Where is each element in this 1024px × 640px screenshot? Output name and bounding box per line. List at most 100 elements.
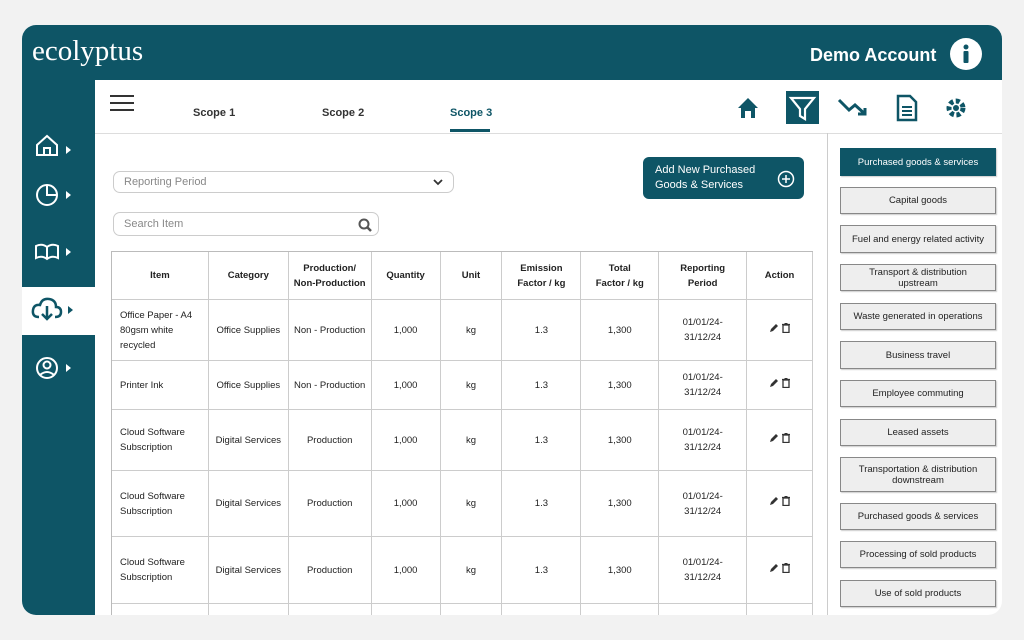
cell-text: 1.3 xyxy=(534,434,548,446)
header-cell: Item xyxy=(112,252,209,299)
account-name[interactable]: Demo Account xyxy=(810,45,937,65)
table-cell: Cloud Software Subscription xyxy=(112,537,209,603)
table-cell xyxy=(112,604,209,615)
tab-underline xyxy=(450,129,490,132)
action-icons[interactable] xyxy=(769,432,791,448)
header-cell: Total Factor / kg xyxy=(581,252,660,299)
cell-text: 1,000 xyxy=(393,498,418,509)
tab-active[interactable]: Scope 3 xyxy=(450,107,493,119)
table-cell: 1,000 xyxy=(372,361,441,409)
sidebar-icons[interactable] xyxy=(22,80,95,615)
add-button[interactable]: Add New Purchased Goods & Services xyxy=(643,157,804,199)
table-row: Cloud Software Subscription Digital Servi… xyxy=(112,471,813,537)
cell-text: 1.3 xyxy=(534,379,548,391)
header-cell: Unit xyxy=(441,252,503,299)
toolbar-icons[interactable] xyxy=(732,90,982,125)
cell-text: Digital Services xyxy=(215,564,282,576)
cell-text: 1,300 xyxy=(607,379,632,391)
table-cell xyxy=(659,604,748,615)
table-cell: 1.3 xyxy=(502,471,582,536)
cell-text: 01/01/24-31/12/24 xyxy=(682,372,723,398)
cell-text: Digital Services xyxy=(215,434,282,446)
category-button[interactable]: Leased assets xyxy=(840,419,996,446)
table-cell: Non - Production xyxy=(289,300,372,360)
table-cell: 01/01/24-31/12/24 xyxy=(659,537,748,603)
table-cell xyxy=(289,604,372,615)
table-cell: kg xyxy=(441,410,503,470)
search-placeholder: Search Item xyxy=(124,218,184,230)
cell-text: 1,000 xyxy=(393,434,418,446)
cell-text: 01/01/24-31/12/24 xyxy=(682,557,723,583)
table-cell: 01/01/24-31/12/24 xyxy=(659,471,748,536)
cell-text: Office Paper - A4 80gsm white recycled xyxy=(120,309,193,351)
dropdown-label: Reporting Period xyxy=(124,176,207,188)
cell-text: 1.3 xyxy=(534,564,548,576)
column-label: Quantity xyxy=(386,270,425,281)
table-cell: 1,300 xyxy=(581,300,660,360)
cell-text: Production xyxy=(306,434,353,446)
column-label: Action xyxy=(764,270,795,281)
table-cell: 01/01/24-31/12/24 xyxy=(659,361,748,409)
table-cell: 1,300 xyxy=(581,361,660,409)
cell-text: Cloud Software Subscription xyxy=(120,557,185,583)
logo: ecolyptus xyxy=(32,35,144,67)
search-field[interactable]: Search Item xyxy=(113,212,379,236)
table-cell: 01/01/24-31/12/24 xyxy=(659,410,748,470)
table-cell: 1,300 xyxy=(581,537,660,603)
table-cell: kg xyxy=(441,537,503,603)
header-cell: Emission Factor / kg xyxy=(502,252,582,299)
info-icon[interactable] xyxy=(950,38,982,70)
table-cell: 1,300 xyxy=(581,410,660,470)
table-row xyxy=(112,604,813,615)
cell-text: Non - Production xyxy=(294,324,366,336)
category-button[interactable]: Capital goods xyxy=(840,187,996,214)
table-cell: kg xyxy=(441,471,503,536)
cell-text: 1,300 xyxy=(607,564,632,576)
cell-text: Production xyxy=(306,564,353,576)
category-button[interactable]: Purchased goods & services xyxy=(840,503,996,530)
cell-text: 1,000 xyxy=(393,379,418,391)
action-icons[interactable] xyxy=(769,322,791,338)
table-row: Cloud Software Subscription Digital Servi… xyxy=(112,410,813,471)
table-cell: Digital Services xyxy=(209,537,289,603)
tab[interactable]: Scope 2 xyxy=(322,107,365,119)
category-button[interactable]: Processing of sold products xyxy=(840,541,996,568)
action-icons[interactable] xyxy=(769,377,791,393)
category-button[interactable]: Fuel and energy related activity xyxy=(840,225,996,253)
category-button[interactable]: Transportation & distribution downstream xyxy=(840,457,996,492)
cell-text: 01/01/24-31/12/24 xyxy=(682,427,723,453)
category-button[interactable]: Business travel xyxy=(840,341,996,369)
table-row: Cloud Software Subscription Digital Servi… xyxy=(112,537,813,604)
table-cell xyxy=(747,361,813,409)
menu-icon[interactable] xyxy=(110,95,136,113)
action-icons[interactable] xyxy=(769,495,791,511)
cell-text: 1,000 xyxy=(393,324,418,336)
table-cell: Cloud Software Subscription xyxy=(112,471,209,536)
cell-text: kg xyxy=(465,434,477,446)
column-label: Production/ Non-Production xyxy=(293,262,366,289)
column-label: Emission Factor / kg xyxy=(517,262,566,289)
chevron xyxy=(433,179,443,186)
column-label: Unit xyxy=(461,270,481,281)
cell-text: 1,300 xyxy=(607,324,632,336)
table-cell: Office Paper - A4 80gsm white recycled xyxy=(112,300,209,360)
panel-divider xyxy=(827,133,828,615)
action-icons[interactable] xyxy=(769,562,791,578)
plus-icon xyxy=(777,170,795,188)
sidebar xyxy=(22,80,95,615)
category-button[interactable]: Transport & distribution upstream xyxy=(840,264,996,291)
category-button[interactable]: Waste generated in operations xyxy=(840,303,996,330)
cell-text: Office Supplies xyxy=(216,324,281,336)
table-cell: Cloud Software Subscription xyxy=(112,410,209,470)
table-cell xyxy=(747,471,813,536)
tab[interactable]: Scope 1 xyxy=(193,107,236,119)
category-button[interactable]: Use of sold products xyxy=(840,580,996,607)
cell-text: Cloud Software Subscription xyxy=(120,427,185,453)
cell-text: 1,000 xyxy=(393,564,418,576)
table-cell: kg xyxy=(441,300,503,360)
category-button-active[interactable]: Purchased goods & services xyxy=(840,148,996,176)
add-button-label: Add New Purchased Goods & Services xyxy=(655,164,756,191)
reporting-period-dropdown[interactable]: Reporting Period xyxy=(113,171,454,193)
category-button[interactable]: Employee commuting xyxy=(840,380,996,407)
table-row: Office Paper - A4 80gsm white recycled Of… xyxy=(112,300,813,361)
